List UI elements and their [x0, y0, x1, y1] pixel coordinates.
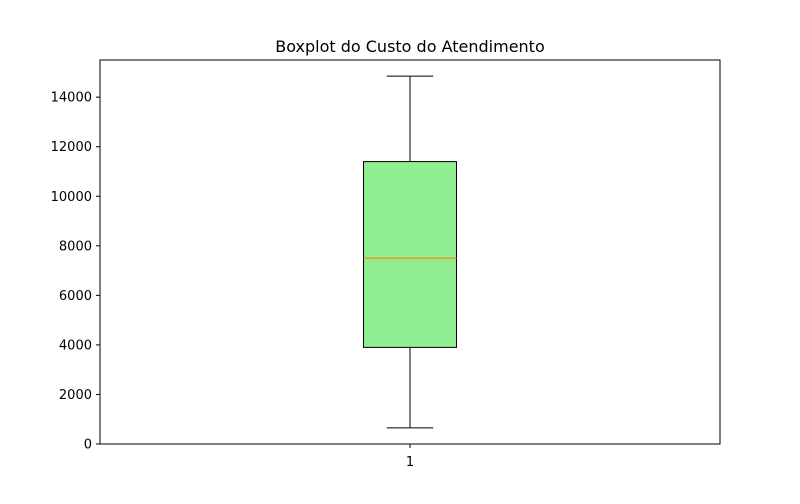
x-tick-label: 1	[406, 455, 414, 470]
y-tick-label: 6000	[59, 289, 92, 304]
y-tick-label: 12000	[51, 140, 92, 155]
box-iqr	[363, 161, 457, 348]
y-tick-label: 4000	[59, 338, 92, 353]
axes: 0 2000 4000 6000 8000 10000 12000 14000 1	[51, 59, 721, 470]
y-tick-label: 14000	[51, 91, 92, 106]
y-tick-label: 10000	[51, 190, 92, 205]
y-tick-label: 2000	[59, 388, 92, 403]
plot-area	[363, 75, 457, 429]
y-tick-label: 8000	[59, 239, 92, 254]
chart-title: Boxplot do Custo do Atendimento	[275, 37, 545, 56]
y-tick-label: 0	[84, 438, 92, 453]
